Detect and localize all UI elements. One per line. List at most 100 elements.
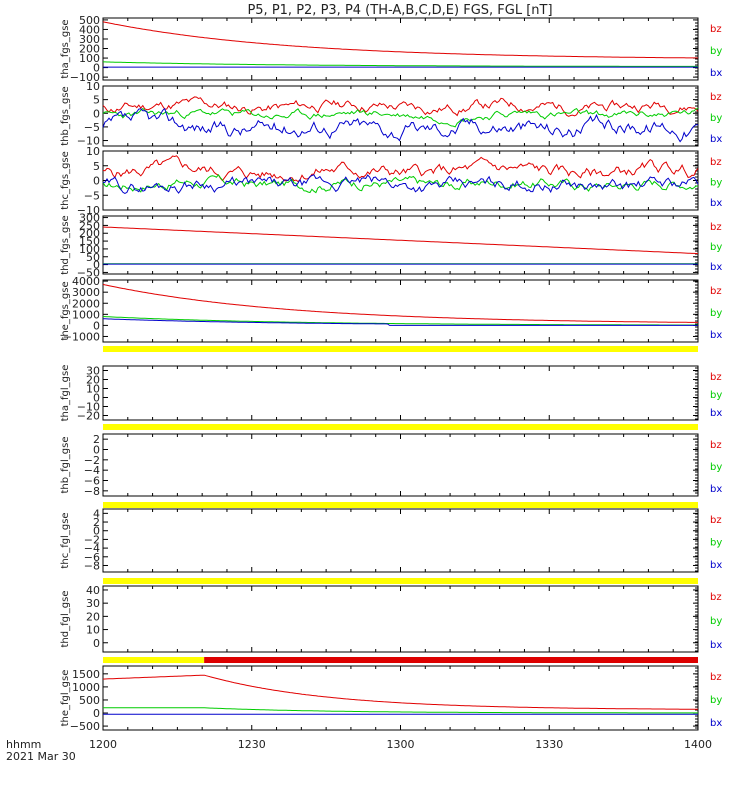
time-axis-label: hhmm	[6, 738, 41, 751]
legend-bx: bx	[710, 198, 722, 209]
mode-bar-segment	[103, 657, 205, 663]
y-axis-label: thd_fgs_gse	[60, 215, 71, 274]
y-tick-label: 20	[86, 374, 100, 387]
legend-bx: bx	[710, 560, 722, 571]
y-tick-label: 3000	[72, 286, 100, 299]
legend-by: by	[710, 308, 722, 319]
panel-frame	[102, 279, 699, 343]
panel-3: 10 5 0−5 −10 thc_fgs_gse bz by bx	[60, 145, 722, 217]
y-tick-label: 200	[79, 227, 100, 240]
y-tick-label: −100	[70, 71, 100, 84]
y-tick-label: 1000	[72, 308, 100, 321]
legend-by: by	[710, 462, 722, 473]
legend-bz: bz	[710, 515, 722, 526]
y-tick-label: −8	[84, 559, 100, 572]
y-tick-label: −10	[77, 401, 100, 414]
legend-bz: bz	[710, 24, 722, 35]
legend-bz: bz	[710, 672, 722, 683]
panel-frame	[102, 585, 699, 653]
y-tick-label: 0	[93, 392, 100, 405]
y-tick-label: 0	[93, 175, 100, 188]
y-tick-label: −6	[84, 551, 100, 564]
x-tick-label: 1300	[387, 738, 415, 751]
y-tick-label: 1500	[72, 668, 100, 681]
mode-bar-5	[103, 657, 698, 663]
y-axis-label: tha_fgs_gse	[60, 19, 71, 78]
y-tick-label: −1000	[63, 330, 100, 343]
legend-bz: bz	[710, 440, 722, 451]
y-tick-label: 200	[79, 43, 100, 56]
series-bz	[102, 674, 698, 710]
y-tick-label: 30	[86, 597, 100, 610]
x-tick-label: 1230	[238, 738, 266, 751]
y-tick-label: −10	[77, 204, 100, 217]
series-by	[102, 173, 699, 194]
panel-8: 420−2−4−6−8 thc_fgl_gse bz by bx	[60, 507, 722, 573]
legend-by: by	[710, 538, 722, 549]
y-tick-label: −50	[77, 266, 100, 279]
y-tick-label: 0	[93, 62, 100, 75]
y-tick-label: 0	[93, 525, 100, 538]
y-tick-label: 50	[86, 251, 100, 264]
mode-bar-2	[103, 424, 698, 430]
y-axis-label: the_fgl_gse	[60, 670, 71, 727]
y-axis-label: thc_fgl_gse	[60, 512, 71, 568]
legend-bz: bz	[710, 286, 722, 297]
mode-bar-3	[103, 502, 698, 508]
legend-by: by	[710, 113, 722, 124]
mode-bar-1	[103, 346, 698, 352]
y-tick-label: 5	[93, 94, 100, 107]
legend-by: by	[710, 616, 722, 627]
legend-bx: bx	[710, 408, 722, 419]
legend-bx: bx	[710, 134, 722, 145]
legend-by: by	[710, 178, 722, 189]
legend-bx: bx	[710, 484, 722, 495]
y-tick-label: 0	[93, 319, 100, 332]
y-tick-label: −4	[84, 464, 100, 477]
legend-by: by	[710, 242, 722, 253]
y-tick-label: 0	[93, 637, 100, 650]
y-tick-label: 10	[86, 383, 100, 396]
mode-bar-segment	[103, 424, 698, 430]
y-tick-label: −500	[70, 720, 100, 733]
mode-bar-segment	[103, 346, 698, 352]
y-tick-label: 10	[86, 145, 100, 158]
x-tick-label: 1330	[535, 738, 563, 751]
y-tick-label: −5	[84, 121, 100, 134]
y-tick-label: 0	[93, 707, 100, 720]
y-tick-label: −8	[84, 485, 100, 498]
y-tick-label: 2000	[72, 297, 100, 310]
series-bx	[102, 174, 699, 194]
y-tick-label: 0	[93, 259, 100, 272]
series-bz	[102, 226, 699, 255]
legend-by: by	[710, 390, 722, 401]
y-tick-label: −2	[84, 533, 100, 546]
mode-bar-segment	[103, 502, 698, 508]
y-tick-label: 400	[79, 23, 100, 36]
panel-frame	[102, 365, 699, 421]
y-axis-label: thb_fgl_gse	[60, 437, 71, 494]
date-label: 2021 Mar 30	[6, 750, 76, 763]
legend-bz: bz	[710, 92, 722, 103]
series-by	[102, 316, 698, 326]
figure-title: P5, P1, P2, P3, P4 (TH-A,B,C,D,E) FGS, F…	[247, 3, 552, 18]
mode-bar-4	[103, 578, 698, 584]
panel-frame	[102, 433, 699, 497]
y-tick-label: −6	[84, 475, 100, 488]
y-tick-label: 1000	[72, 681, 100, 694]
y-axis-label: the_fgs_gse	[60, 281, 71, 340]
series-bz	[102, 21, 699, 59]
panel-7: 20−2−4−6−8 thb_fgl_gse bz by bx	[60, 433, 722, 498]
y-tick-label: 0	[93, 444, 100, 457]
panel-frame	[102, 215, 699, 275]
y-tick-label: 2	[93, 433, 100, 446]
mode-bar-segment	[204, 657, 698, 663]
y-tick-label: −4	[84, 542, 100, 555]
